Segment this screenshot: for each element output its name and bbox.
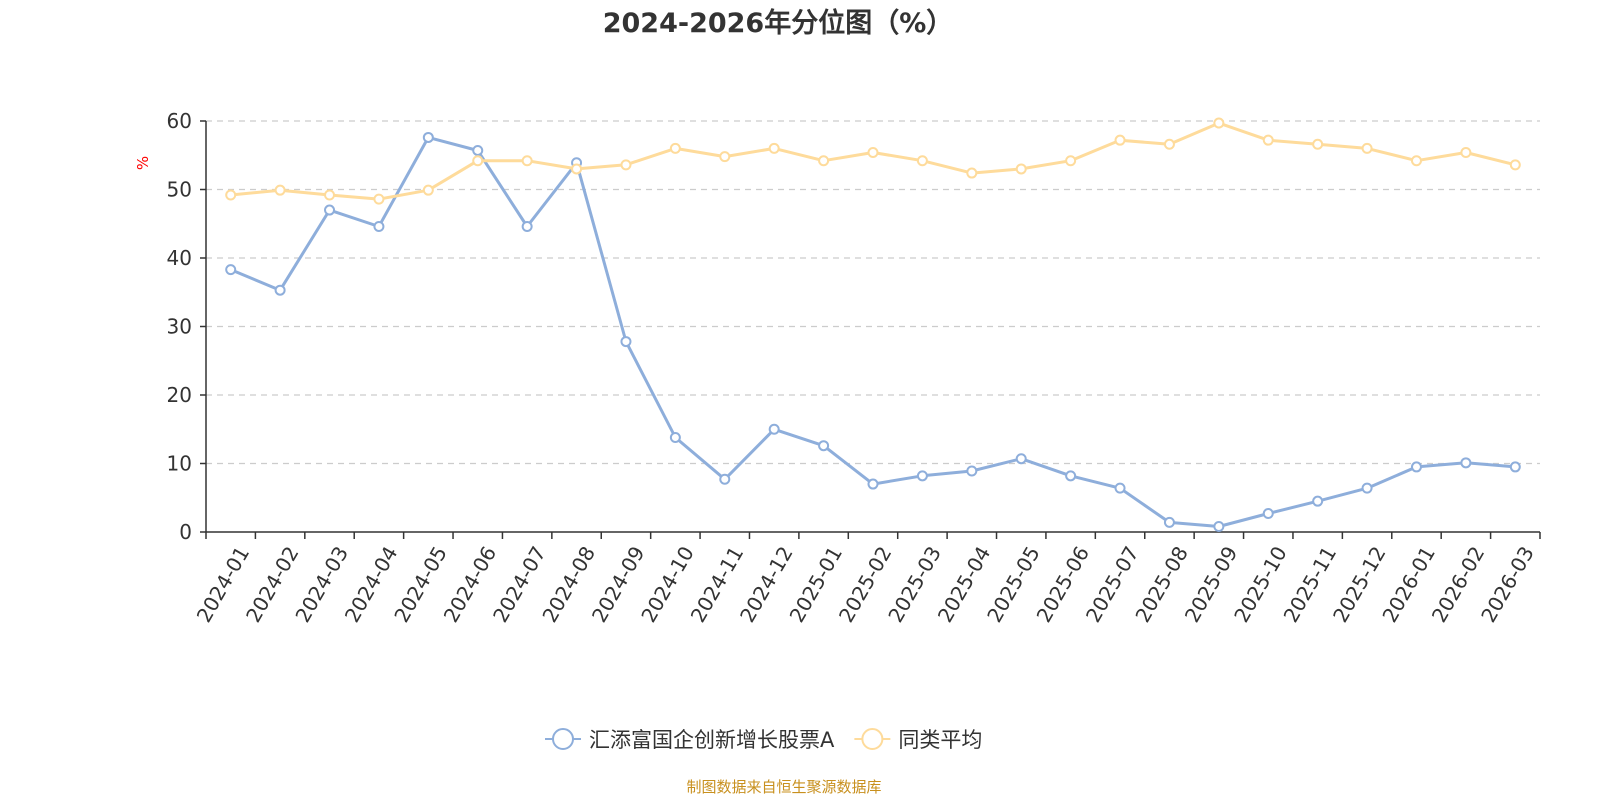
data-point <box>1361 142 1373 154</box>
series-group <box>225 117 1521 533</box>
y-tick-label: 10 <box>167 452 192 476</box>
data-point <box>1509 461 1521 473</box>
chart-title: 2024-2026年分位图（%） <box>603 7 954 39</box>
grid-lines <box>206 120 1540 465</box>
data-point <box>818 440 830 452</box>
data-point <box>324 204 336 216</box>
data-point <box>422 131 434 143</box>
data-point <box>571 163 583 175</box>
data-point <box>916 470 928 482</box>
data-point <box>867 478 879 490</box>
legend-item[interactable]: 汇添富国企创新增长股票A <box>545 728 835 752</box>
data-point <box>373 193 385 205</box>
y-axis-ticks: 0 10 20 30 40 50 60 <box>167 109 206 544</box>
data-point <box>768 142 780 154</box>
data-point <box>1065 470 1077 482</box>
legend[interactable]: 汇添富国企创新增长股票A 同类平均 <box>545 728 982 752</box>
legend-marker-icon <box>552 728 574 750</box>
legend-item[interactable]: 同类平均 <box>854 728 982 752</box>
data-point <box>1262 508 1274 520</box>
source-note: 制图数据来自恒生聚源数据库 <box>686 778 881 796</box>
data-point <box>422 184 434 196</box>
x-axis-ticks: 2024-012024-022024-032024-042024-052024-… <box>192 532 1541 626</box>
series-1 <box>225 131 1521 533</box>
data-point <box>1015 453 1027 465</box>
data-point <box>669 142 681 154</box>
data-point <box>1114 482 1126 494</box>
data-point <box>1312 495 1324 507</box>
data-point <box>768 423 780 435</box>
data-point <box>373 220 385 232</box>
data-point <box>1312 138 1324 150</box>
data-point <box>1114 134 1126 146</box>
y-tick-label: 50 <box>167 178 192 202</box>
data-point <box>1262 134 1274 146</box>
y-tick-label: 60 <box>167 109 192 133</box>
data-point <box>225 264 237 276</box>
data-point <box>1065 155 1077 167</box>
data-point <box>472 155 484 167</box>
data-point <box>669 431 681 443</box>
data-point <box>472 144 484 156</box>
data-point <box>1163 138 1175 150</box>
data-point <box>1361 482 1373 494</box>
data-point <box>1460 457 1472 469</box>
data-point <box>719 473 731 485</box>
data-point <box>1410 461 1422 473</box>
y-tick-label: 30 <box>167 315 192 339</box>
data-point <box>1213 117 1225 129</box>
data-point <box>620 336 632 348</box>
data-point <box>719 151 731 163</box>
series-2 <box>225 117 1521 205</box>
data-point <box>324 189 336 201</box>
data-point <box>818 155 830 167</box>
data-point <box>521 155 533 167</box>
data-point <box>225 189 237 201</box>
legend-marker-icon <box>861 728 884 750</box>
data-point <box>1460 147 1472 159</box>
data-point <box>916 155 928 167</box>
y-tick-label: 20 <box>167 383 192 407</box>
data-point <box>620 159 632 171</box>
data-point <box>1163 516 1175 528</box>
data-point <box>274 184 286 196</box>
y-tick-label: 0 <box>179 520 192 544</box>
legend-label: 汇添富国企创新增长股票A <box>589 728 835 752</box>
data-point <box>966 167 978 179</box>
data-point <box>1410 155 1422 167</box>
data-point <box>1213 521 1225 533</box>
data-point <box>1015 163 1027 175</box>
legend-label: 同类平均 <box>898 728 982 752</box>
series-line <box>230 121 1516 201</box>
data-point <box>521 220 533 232</box>
data-point <box>966 465 978 477</box>
y-tick-label: 40 <box>167 246 192 270</box>
data-point <box>1509 159 1521 171</box>
data-point <box>274 284 286 296</box>
series-line <box>230 135 1516 528</box>
data-point <box>867 147 879 159</box>
y-axis-unit: % <box>134 156 152 170</box>
